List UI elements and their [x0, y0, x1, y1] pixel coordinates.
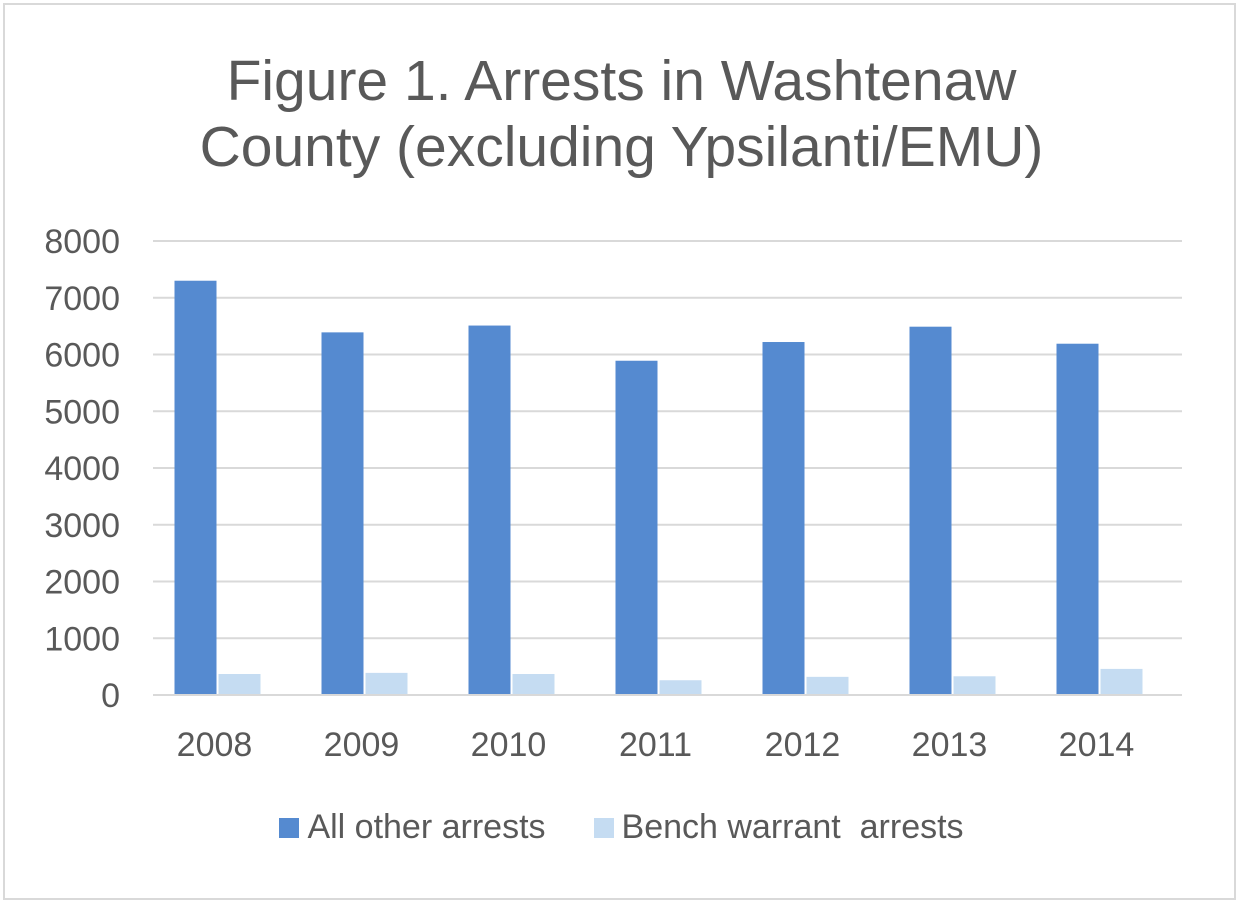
- bar-all-other-arrests-2008: [174, 280, 217, 695]
- legend-label-all-other-arrests: All other arrests: [307, 808, 546, 846]
- chart-title: Figure 1. Arrests in Washtenaw County (e…: [0, 48, 1243, 180]
- bar-all-other-arrests-2009: [321, 332, 364, 695]
- y-tick-label-7000: 7000: [44, 280, 120, 318]
- y-tick-label-5000: 5000: [44, 393, 120, 431]
- bar-all-other-arrests-2010: [468, 325, 511, 695]
- bar-bench-warrant-arrests-2008: [218, 674, 261, 695]
- bar-bench-warrant-arrests-2010: [512, 674, 555, 695]
- y-tick-label-1000: 1000: [44, 620, 120, 658]
- legend-label-bench-warrant-arrests: Bench warrant arrests: [621, 808, 964, 846]
- y-tick-label-0: 0: [101, 677, 120, 715]
- y-tick-label-3000: 3000: [44, 507, 120, 545]
- bar-all-other-arrests-2012: [762, 342, 805, 695]
- y-tick-label-8000: 8000: [44, 223, 120, 261]
- chart-title-line-1: Figure 1. Arrests in Washtenaw: [226, 49, 1017, 113]
- x-tick-label-2011: 2011: [619, 726, 692, 764]
- bar-bench-warrant-arrests-2011: [659, 680, 702, 695]
- bar-bench-warrant-arrests-2014: [1100, 668, 1143, 695]
- x-tick-label-2013: 2013: [912, 726, 988, 764]
- x-tick-label-2008: 2008: [177, 726, 253, 764]
- x-tick-label-2012: 2012: [765, 726, 841, 764]
- y-tick-label-6000: 6000: [44, 337, 120, 375]
- y-tick-label-4000: 4000: [44, 450, 120, 488]
- bar-bench-warrant-arrests-2009: [365, 672, 408, 695]
- bar-bench-warrant-arrests-2012: [806, 676, 849, 695]
- x-tick-label-2009: 2009: [324, 726, 400, 764]
- legend-item-all-other-arrests: All other arrests: [279, 808, 546, 847]
- legend-item-bench-warrant-arrests: Bench warrant arrests: [593, 808, 964, 847]
- legend-swatch-bench-warrant-arrests: [593, 817, 614, 838]
- x-tick-label-2010: 2010: [471, 726, 547, 764]
- bar-all-other-arrests-2014: [1056, 343, 1099, 695]
- bar-all-other-arrests-2011: [615, 360, 658, 695]
- legend-swatch-all-other-arrests: [279, 817, 300, 838]
- y-tick-label-2000: 2000: [44, 564, 120, 602]
- bar-all-other-arrests-2013: [909, 326, 952, 695]
- chart-legend: All other arrests Bench warrant arrests: [0, 808, 1243, 847]
- x-tick-label-2014: 2014: [1059, 726, 1135, 764]
- bar-bench-warrant-arrests-2013: [953, 676, 996, 695]
- chart-title-line-2: County (excluding Ypsilanti/EMU): [199, 115, 1044, 179]
